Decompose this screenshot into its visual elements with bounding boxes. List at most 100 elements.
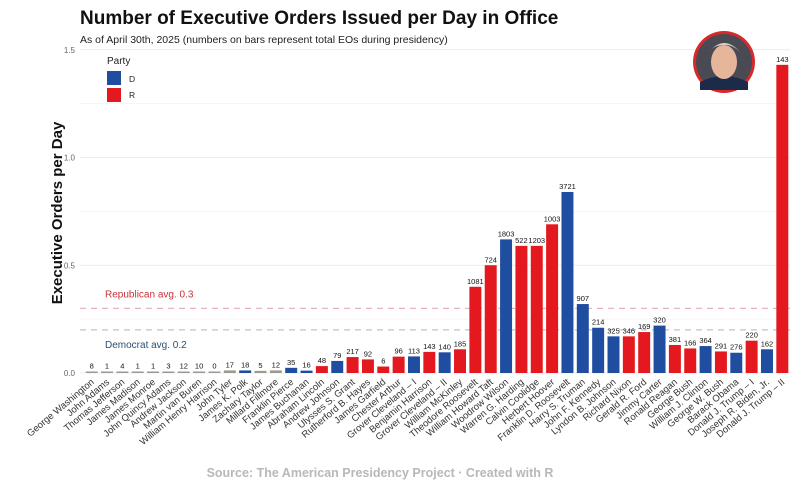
bar xyxy=(699,346,712,373)
bar-total-label: 724 xyxy=(484,255,497,264)
bar xyxy=(147,371,160,373)
trump-portrait xyxy=(693,31,755,93)
bar xyxy=(668,344,681,373)
bar xyxy=(546,224,559,373)
legend-title: Party xyxy=(107,56,130,67)
bar xyxy=(622,336,635,373)
bar-total-label: 185 xyxy=(454,339,467,348)
bar-total-label: 8 xyxy=(90,362,94,371)
bar-total-label: 1003 xyxy=(544,214,561,223)
bar-total-label: 291 xyxy=(715,341,728,350)
bar-total-label: 0 xyxy=(212,362,216,371)
chart-caption: Source: The American Presidency Project … xyxy=(206,466,554,480)
bar-total-label: 220 xyxy=(745,331,758,340)
bar xyxy=(484,265,497,373)
bar xyxy=(177,371,190,373)
bar xyxy=(208,371,221,373)
bar xyxy=(346,357,359,373)
y-tick-label: 1.0 xyxy=(64,154,76,163)
bar-total-label: 1081 xyxy=(467,277,484,286)
chart-title: Number of Executive Orders Issued per Da… xyxy=(80,8,559,29)
bar-total-label: 1 xyxy=(151,362,155,371)
legend-swatch-r xyxy=(107,88,121,102)
bar xyxy=(776,64,789,374)
reference-line-label: Republican avg. 0.3 xyxy=(105,289,194,300)
bar-total-label: 12 xyxy=(180,362,188,371)
legend: Party D R xyxy=(107,56,135,102)
bar xyxy=(684,348,697,373)
bar xyxy=(561,191,574,373)
bar xyxy=(85,371,98,373)
bar xyxy=(592,327,605,373)
bar-total-label: 6 xyxy=(381,357,385,366)
bar xyxy=(254,370,267,373)
bar-total-label: 522 xyxy=(515,236,528,245)
bar xyxy=(331,360,344,373)
bar xyxy=(530,245,543,373)
bar xyxy=(193,371,206,373)
bar xyxy=(515,245,528,373)
bar xyxy=(315,366,328,373)
bar xyxy=(162,371,175,373)
bar xyxy=(469,286,482,373)
bar xyxy=(638,332,651,373)
bar-total-label: 92 xyxy=(364,349,372,358)
bar-total-label: 214 xyxy=(592,318,605,327)
bar xyxy=(745,340,758,373)
bar-total-label: 12 xyxy=(272,360,280,369)
bar xyxy=(361,359,374,373)
bar xyxy=(576,304,589,373)
bar-total-label: 1203 xyxy=(528,236,545,245)
bar-total-label: 325 xyxy=(607,326,620,335)
bar xyxy=(101,371,114,373)
y-tick-label: 0.5 xyxy=(64,261,76,270)
bar-total-label: 162 xyxy=(761,339,774,348)
bar xyxy=(285,367,298,373)
bar-total-label: 907 xyxy=(577,294,590,303)
bar xyxy=(223,370,236,373)
gridlines xyxy=(80,49,790,374)
bar xyxy=(714,351,727,373)
bar xyxy=(423,351,436,373)
bar-total-label: 35 xyxy=(287,358,295,367)
bar xyxy=(239,370,252,373)
bar xyxy=(377,366,390,373)
bar xyxy=(454,349,467,373)
y-axis-ticks: 0.0 0.5 1.0 1.5 xyxy=(64,46,76,378)
y-tick-label: 1.5 xyxy=(64,46,76,55)
bar xyxy=(407,356,420,373)
reference-lines: Republican avg. 0.3 Democrat avg. 0.2 xyxy=(80,289,790,351)
bar xyxy=(607,336,620,373)
bar-total-label: 1 xyxy=(105,362,109,371)
bar-total-label: 320 xyxy=(653,316,666,325)
bar-total-label: 276 xyxy=(730,343,743,352)
bar xyxy=(730,352,743,373)
legend-label-r: R xyxy=(129,90,135,100)
bar xyxy=(653,325,666,373)
chart-subtitle: As of April 30th, 2025 (numbers on bars … xyxy=(80,34,448,46)
bar-total-label: 17 xyxy=(226,360,234,369)
bar xyxy=(300,370,313,373)
bar-total-label: 364 xyxy=(699,336,712,345)
bar xyxy=(438,352,451,373)
bar xyxy=(392,356,405,373)
legend-swatch-d xyxy=(107,71,121,85)
bar-total-label: 3721 xyxy=(559,182,576,191)
bar-total-label: 1803 xyxy=(498,229,515,238)
y-tick-label: 0.0 xyxy=(64,369,76,378)
bar-total-label: 113 xyxy=(408,346,420,355)
bar-total-label: 381 xyxy=(669,335,682,344)
bar-total-label: 48 xyxy=(318,356,326,365)
bar xyxy=(116,371,129,373)
bar-total-label: 166 xyxy=(684,338,697,347)
bar-total-label: 346 xyxy=(623,326,636,335)
bar-total-label: 4 xyxy=(120,362,124,371)
bar-total-label: 5 xyxy=(258,361,262,370)
bar xyxy=(760,349,773,373)
bar xyxy=(500,239,513,373)
bar-total-label: 143 xyxy=(423,342,436,351)
bar-total-label: 140 xyxy=(438,342,451,351)
